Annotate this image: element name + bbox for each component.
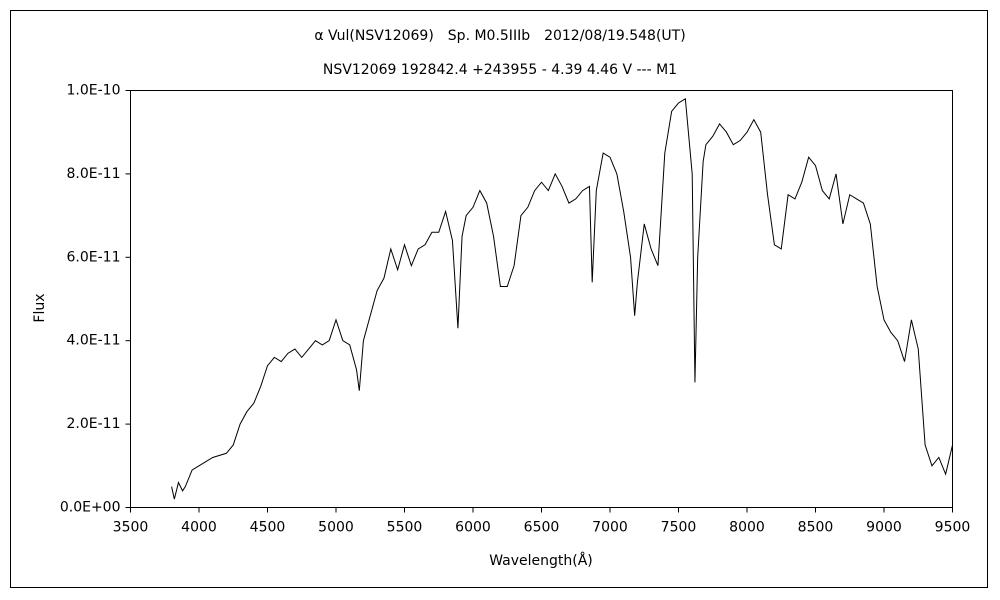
y-axis-label: Flux: [32, 293, 48, 322]
x-tick-label: 9000: [866, 520, 902, 536]
y-tick-label: 8.0E-11: [67, 166, 121, 182]
x-axis-label: Wavelength(Å): [489, 552, 593, 569]
x-tick-label: 4500: [250, 520, 286, 536]
x-tick-label: 5000: [318, 520, 354, 536]
x-tick-label: 6500: [524, 520, 560, 536]
y-tick-label: 2.0E-11: [67, 416, 121, 432]
x-tick-label: 8000: [729, 520, 765, 536]
x-tick-label: 6000: [455, 520, 491, 536]
y-tick-label: 4.0E-11: [67, 333, 121, 349]
chart-subtitle: NSV12069 192842.4 +243955 - 4.39 4.46 V …: [323, 62, 677, 78]
x-tick-label: 4000: [181, 520, 217, 536]
chart-title: α Vul(NSV12069) Sp. M0.5IIIb 2012/08/19.…: [314, 28, 685, 44]
x-tick-label: 8500: [798, 520, 834, 536]
spectrum-line: [171, 97, 953, 500]
x-tick-label: 7500: [661, 520, 697, 536]
x-tick-label: 7000: [592, 520, 628, 536]
y-tick-label: 1.0E-10: [67, 83, 121, 99]
chart-frame: [10, 10, 988, 588]
x-tick-label: 3500: [113, 520, 149, 536]
x-tick-label: 9500: [935, 520, 971, 536]
y-tick-label: 6.0E-11: [67, 249, 121, 265]
x-tick-label: 5500: [387, 520, 423, 536]
y-tick-label: 0.0E+00: [60, 500, 121, 516]
